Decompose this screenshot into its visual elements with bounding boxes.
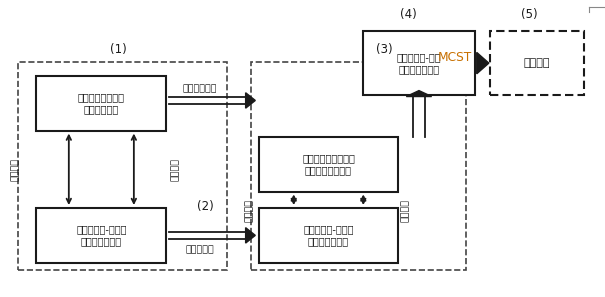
Bar bbox=[36, 76, 166, 131]
Text: 功率参数: 功率参数 bbox=[245, 199, 253, 222]
Text: (4): (4) bbox=[400, 8, 417, 21]
Bar bbox=[259, 137, 398, 192]
Text: 热工参数: 热工参数 bbox=[401, 199, 410, 222]
Polygon shape bbox=[246, 93, 255, 108]
Text: 三维中子时空动力学
程序计算瞬态堆芯: 三维中子时空动力学 程序计算瞬态堆芯 bbox=[302, 153, 355, 175]
Text: 子通道热工-水力
程序计算热组件: 子通道热工-水力 程序计算热组件 bbox=[397, 52, 441, 74]
Text: (1): (1) bbox=[110, 42, 126, 56]
Text: 堆芯燃料管理程序
计算稳态堆芯: 堆芯燃料管理程序 计算稳态堆芯 bbox=[78, 92, 125, 114]
Bar bbox=[251, 62, 466, 270]
Bar bbox=[18, 62, 227, 270]
Text: (2): (2) bbox=[197, 200, 214, 213]
Text: (5): (5) bbox=[521, 8, 538, 21]
Text: 安全评价: 安全评价 bbox=[524, 58, 550, 68]
Text: 子通道热工-水力程
序计算稳态堆芯: 子通道热工-水力程 序计算稳态堆芯 bbox=[76, 225, 126, 246]
Text: MCST: MCST bbox=[438, 50, 472, 64]
Bar bbox=[36, 208, 166, 263]
Bar bbox=[259, 208, 398, 263]
Bar bbox=[490, 31, 584, 95]
Polygon shape bbox=[246, 228, 255, 243]
Bar bbox=[363, 31, 475, 95]
Text: 子通道热工-水力程
序计算瞬态堆芯: 子通道热工-水力程 序计算瞬态堆芯 bbox=[303, 225, 354, 246]
Polygon shape bbox=[407, 91, 432, 97]
Polygon shape bbox=[477, 52, 489, 74]
Text: 功率参数: 功率参数 bbox=[11, 158, 20, 181]
Text: 初始堆芯状态: 初始堆芯状态 bbox=[182, 85, 217, 94]
Text: (3): (3) bbox=[376, 42, 393, 56]
Text: 组件截面库: 组件截面库 bbox=[185, 245, 214, 254]
Text: 热工参数: 热工参数 bbox=[171, 158, 180, 181]
